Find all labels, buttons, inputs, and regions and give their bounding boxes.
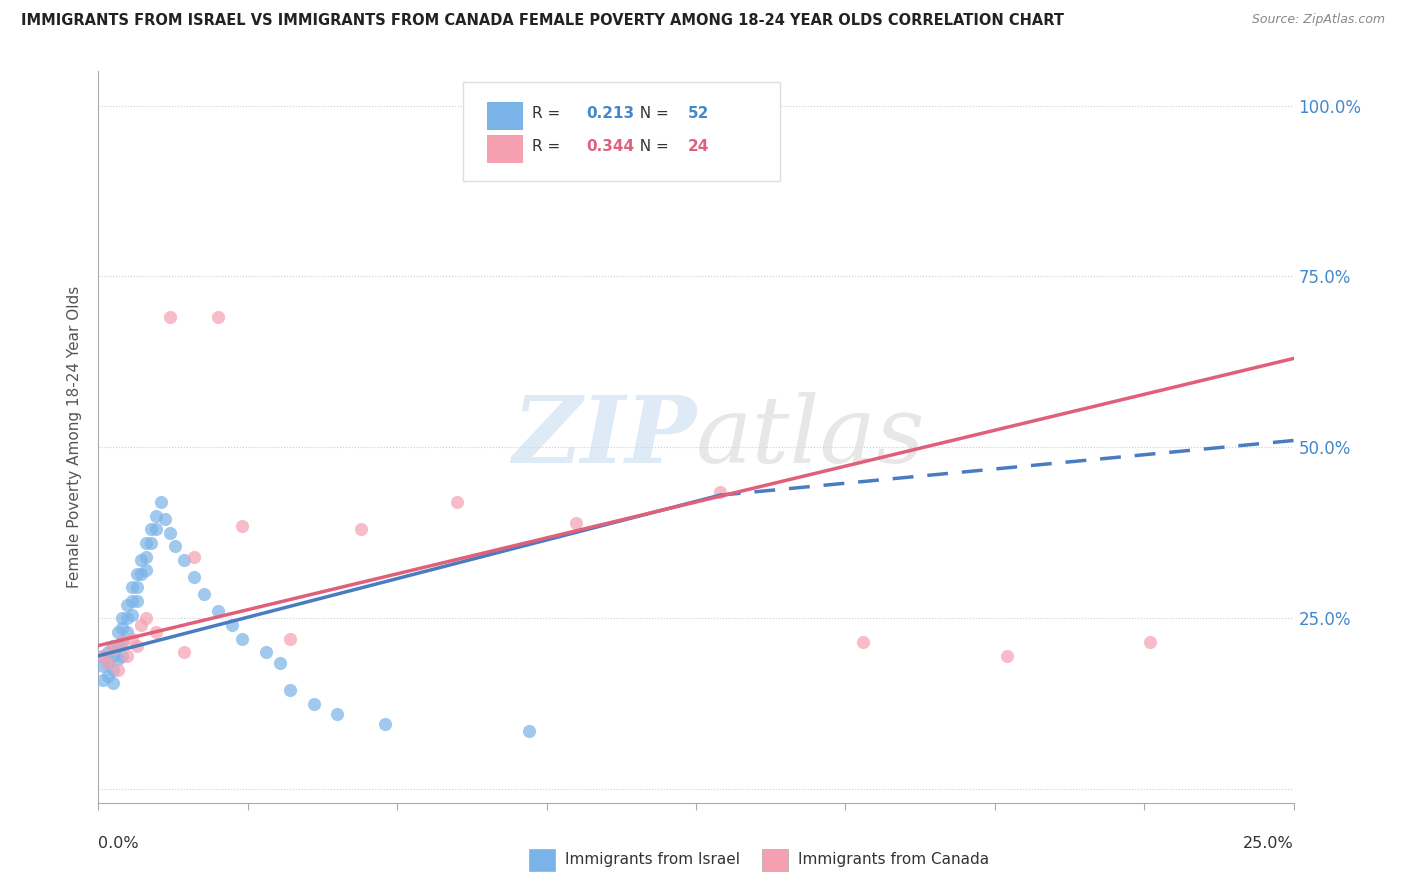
Text: N =: N =	[630, 106, 673, 121]
Point	[97, 656, 120, 670]
Point	[149, 495, 172, 509]
Point	[125, 639, 148, 653]
Point	[135, 611, 157, 625]
Point	[115, 598, 138, 612]
Point	[121, 632, 143, 646]
Point	[159, 310, 181, 325]
Point	[107, 652, 129, 666]
Point	[91, 648, 114, 663]
Point	[125, 581, 148, 595]
Point	[121, 581, 143, 595]
Point	[155, 512, 177, 526]
Point	[101, 676, 124, 690]
FancyBboxPatch shape	[486, 135, 523, 163]
Point	[278, 683, 301, 698]
Point	[91, 648, 114, 663]
Point	[207, 604, 229, 618]
Point	[709, 484, 731, 499]
Point	[101, 663, 124, 677]
FancyBboxPatch shape	[486, 102, 523, 130]
Point	[231, 519, 253, 533]
Point	[446, 495, 468, 509]
Y-axis label: Female Poverty Among 18-24 Year Olds: Female Poverty Among 18-24 Year Olds	[67, 286, 83, 588]
Point	[374, 717, 396, 731]
Point	[125, 566, 148, 581]
Point	[131, 566, 153, 581]
Point	[111, 635, 134, 649]
Point	[107, 639, 129, 653]
Point	[131, 618, 153, 632]
Text: 0.0%: 0.0%	[98, 836, 139, 851]
Point	[135, 549, 157, 564]
Point	[231, 632, 253, 646]
Point	[193, 587, 215, 601]
Point	[145, 624, 167, 639]
Point	[350, 522, 373, 536]
Text: Immigrants from Canada: Immigrants from Canada	[797, 853, 988, 867]
Text: 0.213: 0.213	[586, 106, 634, 121]
Point	[173, 645, 195, 659]
Point	[852, 635, 875, 649]
Point	[131, 553, 153, 567]
Point	[91, 673, 114, 687]
Point	[111, 635, 134, 649]
Point	[97, 656, 120, 670]
FancyBboxPatch shape	[463, 82, 780, 181]
Point	[97, 645, 120, 659]
Point	[135, 563, 157, 577]
Point	[101, 648, 124, 663]
Point	[326, 706, 349, 721]
Text: N =: N =	[630, 139, 673, 154]
Point	[135, 536, 157, 550]
Point	[139, 536, 162, 550]
Point	[111, 622, 134, 636]
FancyBboxPatch shape	[762, 849, 787, 871]
Text: Immigrants from Israel: Immigrants from Israel	[565, 853, 740, 867]
Point	[91, 659, 114, 673]
Point	[101, 642, 124, 657]
Point	[139, 522, 162, 536]
Point	[565, 516, 588, 530]
Text: ZIP: ZIP	[512, 392, 696, 482]
Point	[145, 522, 167, 536]
Point	[183, 570, 205, 584]
Text: 52: 52	[688, 106, 709, 121]
Point	[278, 632, 301, 646]
Point	[163, 540, 186, 554]
Point	[221, 618, 243, 632]
Text: 24: 24	[688, 139, 709, 154]
Point	[107, 663, 129, 677]
FancyBboxPatch shape	[529, 849, 555, 871]
Point	[302, 697, 325, 711]
Point	[995, 648, 1018, 663]
Point	[145, 508, 167, 523]
Point	[125, 594, 148, 608]
Point	[111, 611, 134, 625]
Point	[254, 645, 277, 659]
Point	[115, 624, 138, 639]
Text: 25.0%: 25.0%	[1243, 836, 1294, 851]
Point	[101, 639, 124, 653]
Point	[207, 310, 229, 325]
Point	[121, 594, 143, 608]
Point	[115, 611, 138, 625]
Text: 0.344: 0.344	[586, 139, 634, 154]
Point	[111, 648, 134, 663]
Point	[115, 648, 138, 663]
Point	[159, 525, 181, 540]
Point	[269, 656, 291, 670]
Text: atlas: atlas	[696, 392, 925, 482]
Point	[517, 724, 540, 739]
Text: R =: R =	[533, 139, 565, 154]
Point	[121, 607, 143, 622]
Point	[173, 553, 195, 567]
Point	[107, 624, 129, 639]
Point	[97, 669, 120, 683]
Text: R =: R =	[533, 106, 565, 121]
Text: IMMIGRANTS FROM ISRAEL VS IMMIGRANTS FROM CANADA FEMALE POVERTY AMONG 18-24 YEAR: IMMIGRANTS FROM ISRAEL VS IMMIGRANTS FRO…	[21, 13, 1064, 29]
Point	[183, 549, 205, 564]
Text: Source: ZipAtlas.com: Source: ZipAtlas.com	[1251, 13, 1385, 27]
Point	[1139, 635, 1161, 649]
